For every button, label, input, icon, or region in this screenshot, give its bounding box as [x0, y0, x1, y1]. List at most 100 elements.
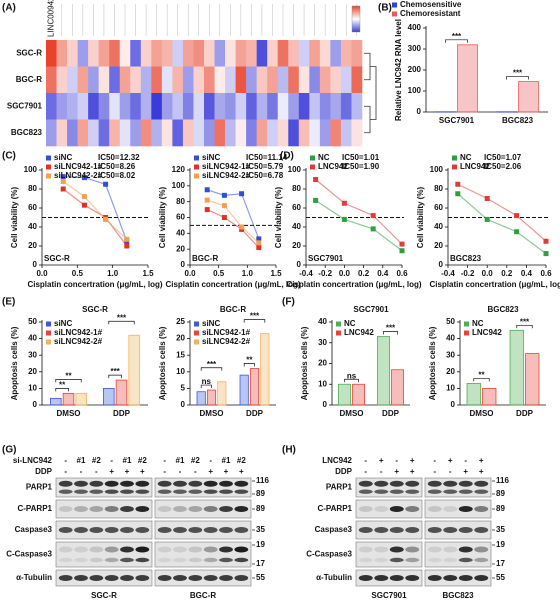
lane-label: #2 [138, 456, 147, 465]
band [219, 557, 233, 563]
heat-cell [161, 93, 173, 120]
data-point [256, 245, 262, 251]
band [443, 527, 458, 533]
band [173, 557, 187, 563]
x-axis-label: Cisplatin concertration (μg/mL, log) [27, 280, 162, 289]
band [74, 575, 88, 581]
heat-cell [256, 93, 268, 120]
y-tick-label: 20 [292, 241, 301, 250]
heat-cell [204, 93, 215, 120]
corner-label: SGC-R [44, 254, 70, 263]
significance-label: *** [250, 312, 260, 321]
band [374, 506, 389, 512]
y-axis-label: Cell viability (%) [158, 186, 167, 248]
band [458, 489, 473, 494]
band [135, 527, 150, 533]
blot-panel [55, 520, 153, 540]
band [89, 527, 104, 533]
data-point [204, 197, 210, 203]
y-axis-label: Relative LNC942 RNA level [394, 19, 403, 121]
band [374, 575, 389, 581]
lane-label: + [448, 456, 453, 465]
bar [482, 387, 497, 406]
band [58, 527, 73, 533]
fit-line [62, 188, 128, 247]
heat-cell [98, 40, 110, 67]
y-tick-label: 80 [176, 197, 185, 206]
band [58, 480, 73, 487]
band [120, 489, 134, 494]
heat-cell [182, 119, 194, 147]
panel-label: (B) [378, 3, 392, 14]
band [234, 480, 249, 487]
band [427, 575, 442, 581]
lane-label: #1 [222, 456, 231, 465]
legend-ic50: IC50=12.32 [98, 153, 140, 162]
heat-cell [288, 40, 300, 67]
y-tick-label: 100 [430, 165, 444, 174]
band [135, 480, 150, 487]
heat-cell [214, 93, 226, 120]
heat-cell [309, 119, 321, 147]
band [474, 489, 489, 494]
mw-label: 116 [496, 476, 509, 485]
band [157, 557, 172, 563]
heat-cell [288, 66, 300, 94]
bar [249, 368, 260, 406]
data-point [81, 175, 87, 181]
band [389, 575, 404, 581]
legend-ic50: IC50=1.01 [342, 153, 380, 162]
band [374, 557, 389, 563]
blot-panel [355, 569, 423, 587]
mw-label: 35 [496, 525, 505, 534]
band [358, 546, 373, 553]
mw-label: 19 [256, 540, 265, 549]
lane-label: + [208, 467, 213, 476]
y-tick-label: 60 [28, 203, 37, 212]
y-tick-label: 20 [318, 359, 327, 368]
band [104, 546, 119, 553]
panel-label: (G) [2, 445, 16, 456]
lane-label: - [95, 467, 98, 476]
fit-line [207, 199, 260, 244]
band [104, 480, 119, 487]
x-tick-label: 0.0 [482, 269, 494, 278]
x-tick-label: 0.0 [36, 269, 48, 278]
legend-label: siNC [202, 153, 220, 162]
heat-cell [225, 66, 236, 94]
band [89, 480, 104, 487]
heat-cell [351, 119, 363, 147]
chart-title: BGC-R [220, 305, 246, 314]
blot-panel [355, 520, 423, 540]
y-tick-label: 40 [434, 222, 443, 231]
panel-label: (F) [282, 297, 295, 308]
bar [518, 81, 539, 113]
band [173, 575, 187, 581]
heat-cell [98, 66, 110, 94]
x-tick-label: DDP [516, 409, 534, 418]
band [89, 575, 104, 581]
data-point [341, 216, 347, 222]
heat-cell [98, 119, 110, 147]
significance-label: *** [117, 313, 127, 322]
x-tick-label: DMSO [200, 409, 224, 418]
bar [377, 336, 390, 406]
x-tick-label: 0.2 [358, 269, 370, 278]
significance-bracket [506, 76, 529, 80]
band [443, 480, 458, 487]
data-point [455, 191, 461, 197]
lane-label: + [479, 467, 484, 476]
legend-ic50: IC50=8.02 [98, 171, 136, 180]
legend-swatch [194, 339, 199, 345]
y-tick-label: 60 [176, 213, 185, 222]
heat-cell [67, 40, 78, 67]
band [203, 557, 218, 563]
band [104, 575, 119, 581]
band [74, 546, 88, 553]
band [120, 480, 134, 487]
heat-cell [140, 93, 152, 120]
significance-label: ns [347, 371, 357, 380]
legend-label: siNC [54, 153, 72, 162]
y-tick-label: 5 [181, 384, 186, 393]
